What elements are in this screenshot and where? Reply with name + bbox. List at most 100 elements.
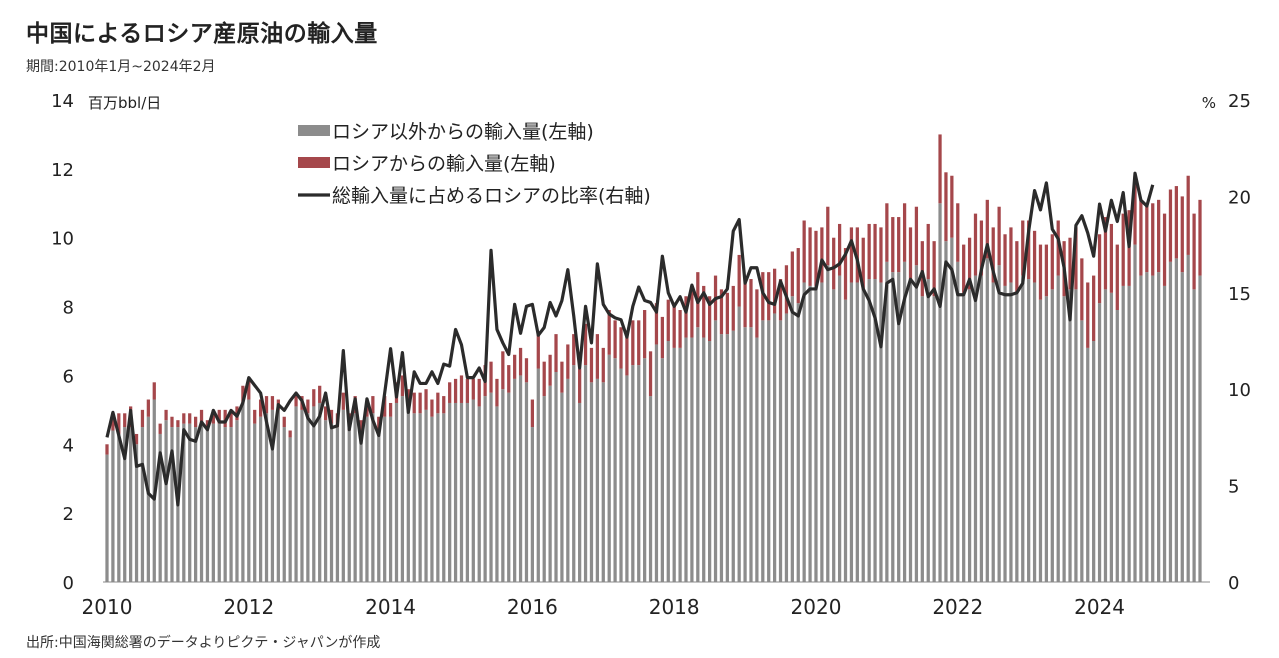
bar-other: [1168, 261, 1173, 582]
bar-other: [849, 282, 854, 582]
bar-other: [743, 327, 747, 582]
bar-other: [193, 427, 198, 582]
bar-other: [306, 413, 310, 582]
bar-russia: [1009, 227, 1013, 283]
bar-other: [394, 402, 399, 582]
bar-other: [1133, 244, 1137, 582]
legend-label: 総輸入量に占めるロシアの比率(右軸): [332, 185, 651, 207]
bar-other: [1027, 279, 1031, 582]
bar-other: [725, 334, 729, 582]
left-tick-label: 0: [63, 573, 74, 594]
bar-other: [696, 327, 700, 582]
bar-other: [956, 261, 960, 582]
bar-other: [1038, 299, 1043, 582]
x-tick-label: 2010: [82, 595, 133, 619]
bar-other: [536, 368, 540, 582]
bar-other: [1115, 310, 1119, 582]
bar-russia: [507, 365, 511, 393]
bar-other: [264, 413, 269, 582]
bar-other: [1157, 272, 1161, 582]
bar-other: [802, 282, 806, 582]
x-tick-label: 2014: [365, 595, 416, 619]
bar-other: [796, 303, 800, 582]
bar-other: [123, 427, 127, 582]
bar-russia: [967, 237, 972, 290]
bar-other: [737, 306, 741, 582]
bar-other: [258, 416, 263, 582]
bar-other: [341, 409, 345, 582]
bar-russia: [294, 392, 298, 407]
bar-russia: [471, 378, 475, 400]
bar-other: [1139, 275, 1143, 582]
bar-russia: [767, 272, 771, 321]
bar-other: [282, 427, 286, 582]
bar-other: [477, 406, 481, 582]
bar-other: [448, 402, 452, 582]
bar-other: [1145, 272, 1149, 582]
bar-other: [276, 409, 280, 582]
bar-russia: [790, 251, 794, 297]
bar-russia: [477, 378, 481, 407]
bar-russia: [944, 172, 948, 242]
left-tick-label: 2: [63, 504, 74, 525]
bar-russia: [1151, 203, 1155, 276]
bar-other: [471, 399, 475, 582]
bar-other: [1121, 285, 1125, 582]
x-tick-label: 2018: [649, 595, 700, 619]
bar-other: [365, 416, 369, 582]
bar-russia: [985, 199, 989, 259]
bar-russia: [383, 396, 387, 417]
bar-russia: [1192, 213, 1196, 290]
bar-other: [672, 347, 676, 582]
bar-russia: [182, 413, 186, 424]
bar-other: [1192, 289, 1196, 582]
bar-other: [678, 347, 682, 582]
bar-russia: [193, 416, 198, 428]
bar-russia: [1050, 234, 1054, 290]
bar-other: [217, 423, 221, 582]
bar-other: [513, 378, 517, 582]
bar-russia: [306, 399, 310, 414]
bar-russia: [548, 354, 552, 386]
bar-russia: [1086, 282, 1090, 348]
bar-russia: [211, 409, 215, 424]
bar-russia: [229, 413, 233, 428]
bar-russia: [1080, 258, 1084, 321]
bar-other: [643, 358, 647, 582]
bar-russia: [329, 409, 334, 424]
bar-other: [1103, 289, 1108, 582]
bar-other: [442, 413, 446, 582]
bar-other: [973, 275, 978, 582]
bar-other: [843, 299, 848, 582]
bar-other: [329, 423, 334, 582]
bar-russia: [802, 220, 806, 283]
bar-other: [814, 285, 818, 582]
bar-russia: [247, 378, 251, 400]
right-axis-ticks: 0 5 10 15 20 25: [1228, 91, 1251, 594]
bar-russia: [572, 334, 576, 366]
bar-other: [530, 427, 535, 582]
bar-russia: [820, 227, 824, 283]
bar-other: [749, 327, 753, 582]
bar-russia: [1186, 175, 1190, 255]
bar-other: [991, 282, 995, 582]
x-tick-label: 2020: [791, 595, 842, 619]
bar-russia: [902, 203, 907, 262]
bar-other: [111, 430, 115, 582]
bar-other: [855, 282, 859, 582]
bar-russia: [566, 344, 570, 379]
bar-russia: [861, 237, 865, 290]
bar-russia: [867, 223, 871, 280]
bar-russia: [105, 444, 109, 455]
bar-other: [424, 409, 428, 582]
bar-other: [708, 341, 712, 582]
bar-russia: [784, 265, 789, 314]
bar-russia: [1174, 186, 1178, 259]
bar-russia: [619, 327, 623, 369]
x-axis-ticks: 2010 2012 2014 2016 2018 2020 2022 2024: [82, 595, 1125, 619]
bar-other: [666, 341, 670, 582]
bar-other: [1180, 272, 1184, 582]
bar-russia: [430, 399, 434, 417]
bar-russia: [1121, 213, 1125, 286]
bar-other: [897, 272, 901, 582]
